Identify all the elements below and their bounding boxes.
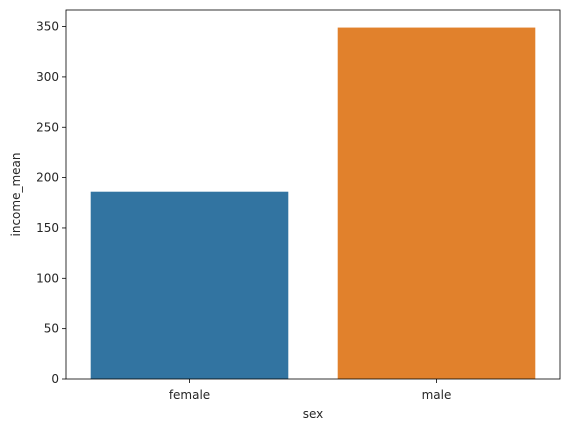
y-tick-label: 50	[44, 322, 59, 336]
bar-female	[90, 191, 289, 379]
y-tick-label: 350	[36, 20, 59, 34]
y-axis-ticks: 0 50 100 150 200 250 300 350	[36, 20, 66, 386]
y-tick-label: 300	[36, 70, 59, 84]
x-axis-ticks: female male	[169, 379, 452, 402]
x-tick-label: female	[169, 388, 210, 402]
y-tick-label: 200	[36, 171, 59, 185]
plot-area-frame	[65, 9, 561, 380]
x-axis-label: sex	[303, 407, 324, 421]
y-tick-label: 150	[36, 221, 59, 235]
x-tick-label: male	[422, 388, 452, 402]
y-tick-label: 250	[36, 120, 59, 134]
bars-group	[90, 27, 536, 379]
y-axis-label: income_mean	[9, 153, 23, 237]
y-tick-label: 100	[36, 271, 59, 285]
y-tick-label: 0	[51, 372, 59, 386]
bar-male	[337, 27, 536, 379]
